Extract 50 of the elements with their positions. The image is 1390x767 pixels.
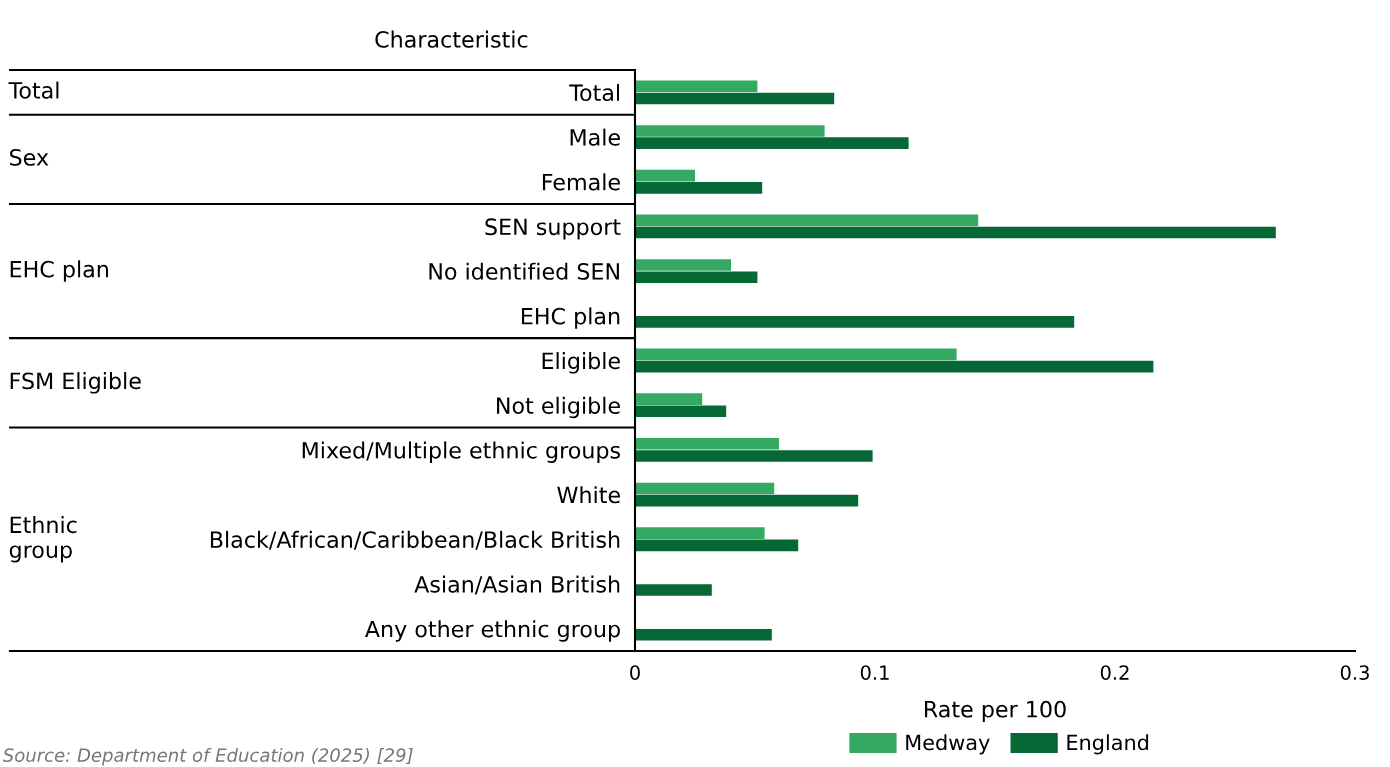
x-tick-label: 0: [630, 665, 640, 680]
text: Ethnic group: [9, 516, 77, 563]
y-tick-label: Eligible: [542, 352, 620, 374]
source-note: Source: Department of Education (2025) [29]: [2, 747, 413, 766]
text: Total: [8, 81, 59, 99]
y-axis-title: Characteristic: [375, 30, 528, 48]
bar: [635, 450, 873, 462]
text: FSM Eligible: [10, 372, 141, 394]
bar: [635, 539, 799, 552]
y-tick-label: Total: [569, 83, 620, 102]
bar: [635, 92, 835, 105]
x-tick-label: 0.3: [1340, 665, 1369, 680]
y-tick-label: Black/African/Caribbean/Black British: [210, 530, 620, 550]
bar: [635, 437, 779, 450]
bar: [635, 80, 758, 93]
y-tick-label: Male: [570, 128, 620, 146]
x-tick-label: 0.1: [860, 665, 889, 680]
y-tick-label: Any other ethnic group: [364, 620, 620, 642]
bar: [635, 628, 772, 641]
y-tick-label: No identified SEN: [429, 262, 619, 280]
bar: [635, 125, 825, 137]
bar: [635, 271, 758, 284]
bar: [635, 360, 1154, 373]
bar: [635, 137, 909, 149]
y-tick-label: Mixed/Multiple ethnic groups: [302, 441, 621, 463]
bar: [635, 182, 763, 194]
legend-label: England: [1067, 734, 1149, 755]
bar: [635, 259, 731, 271]
bar: [635, 584, 712, 596]
y-tick-label: Not eligible: [497, 396, 620, 419]
y-tick-label: SEN support: [485, 218, 621, 240]
bar: [635, 527, 765, 539]
legend-label: Medway: [906, 734, 990, 755]
y-tick-label: Asian/Asian British: [414, 575, 620, 595]
bar: [635, 169, 695, 182]
x-tick-label: 0.2: [1100, 665, 1129, 680]
text: EHC plan: [10, 260, 108, 282]
bar: [635, 348, 957, 361]
text: Sex: [10, 149, 49, 166]
bar: [635, 214, 979, 227]
y-tick-label: EHC plan: [521, 307, 620, 329]
y-tick-label: Female: [542, 173, 620, 191]
bar: [635, 482, 775, 495]
bar: [635, 226, 1276, 239]
bar: [635, 316, 1075, 328]
y-tick-label: White: [557, 486, 620, 504]
x-axis-title: Rate per 100: [924, 700, 1066, 722]
bar: [635, 405, 727, 418]
bar: [635, 393, 703, 405]
bar: [635, 494, 859, 507]
